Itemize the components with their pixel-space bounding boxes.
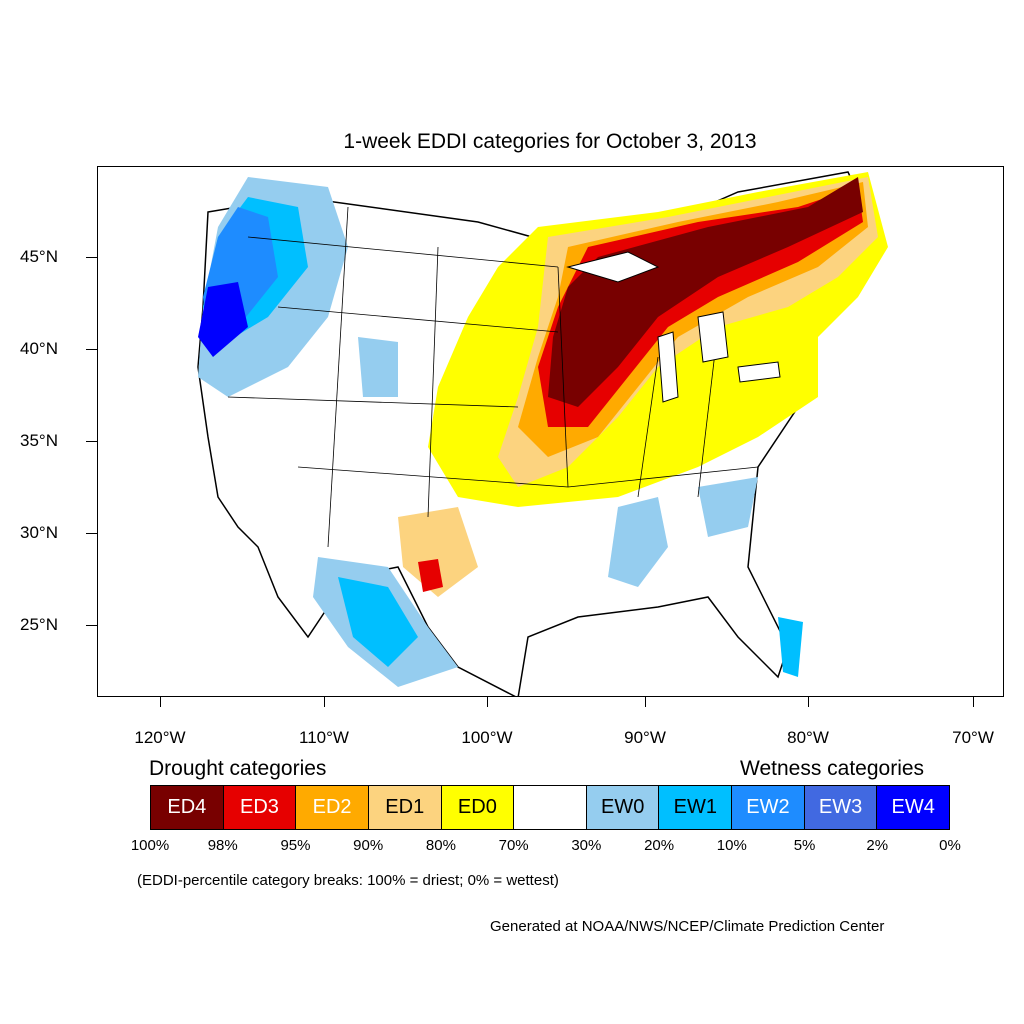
lon-tick-80 [808,697,809,707]
percentile-label: 10% [716,837,747,854]
legend-cell: ED0 [441,786,515,829]
lon-label-70: 70°W [952,728,994,747]
category-note: (EDDI-percentile category breaks: 100% =… [137,872,559,889]
legend-cell: ED2 [296,786,369,829]
lon-label-120: 120°W [134,728,186,747]
lat-label-45: 45°N [20,247,58,266]
lat-label-25: 25°N [20,615,58,634]
lat-tick-35 [86,441,97,442]
legend-cell: EW4 [877,786,950,829]
legend-cell: EW2 [732,786,805,829]
state-boundaries [227,206,759,548]
legend-cell: ED3 [223,786,297,829]
wetness-heading: Wetness categories [740,757,925,780]
percentile-label: 20% [644,837,675,854]
legend-cell: EW0 [586,786,660,829]
eddi-map [197,171,888,696]
map-title: 1-week EDDI categories for October 3, 20… [343,130,757,153]
percentile-label: 30% [571,837,602,854]
legend-cell [514,786,587,829]
percentile-label: 90% [353,837,384,854]
lon-tick-110 [324,697,325,707]
great-lakes [566,251,781,403]
legend-cell: ED1 [368,786,442,829]
lat-tick-40 [86,349,97,350]
percentile-label: 70% [498,837,529,854]
drought-heading: Drought categories [149,757,327,780]
legend-color-bar: ED4 ED3 ED2 ED1 ED0 EW0 EW1 EW2 EW3 EW4 [150,785,950,830]
percentile-label: 100% [130,837,170,854]
percentile-label: 95% [280,837,311,854]
percentile-label: 98% [207,837,238,854]
lon-tick-90 [645,697,646,707]
percentile-label: 2% [866,837,889,854]
lon-label-100: 100°W [461,728,513,747]
legend-cell: EW1 [659,786,733,829]
lon-tick-100 [487,697,488,707]
lon-tick-70 [973,697,974,707]
percentile-label: 5% [793,837,816,854]
lat-tick-45 [86,257,97,258]
percentile-label: 0% [939,837,961,854]
lat-tick-30 [86,533,97,534]
lat-label-35: 35°N [20,431,58,450]
credit-line: Generated at NOAA/NWS/NCEP/Climate Predi… [490,918,885,935]
lon-tick-120 [160,697,161,707]
lon-label-90: 90°W [624,728,666,747]
wetness-regions [198,177,803,687]
lon-label-80: 80°W [787,728,829,747]
percentile-label: 80% [425,837,456,854]
lon-label-110: 110°W [299,728,349,747]
map-panel [97,166,1004,697]
legend-cell: ED4 [151,786,224,829]
lat-tick-25 [86,625,97,626]
lat-label-40: 40°N [20,339,58,358]
lat-label-30: 30°N [20,523,58,542]
legend-cell: EW3 [804,786,878,829]
